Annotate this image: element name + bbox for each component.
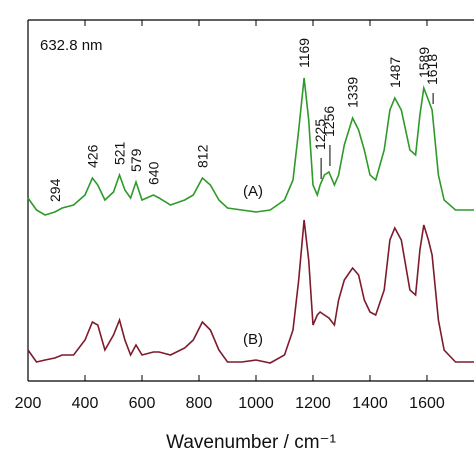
- peak-label: 1169: [296, 38, 312, 68]
- x-tick-label: 1400: [352, 395, 388, 412]
- peak-label: 579: [128, 148, 144, 172]
- peak-label: 1589: [416, 47, 432, 78]
- x-tick-label: 800: [186, 395, 213, 412]
- peak-label: 1618: [424, 54, 440, 85]
- peak-label: 812: [194, 144, 210, 168]
- peak-label: 1487: [387, 57, 403, 88]
- x-tick-label: 200: [15, 395, 42, 412]
- x-axis-label: Wavenumber / cm⁻¹: [166, 432, 336, 453]
- peak-label: 640: [145, 161, 161, 185]
- peak-label: 521: [111, 141, 127, 165]
- peak-label: 294: [47, 178, 63, 202]
- x-tick-label: 1600: [409, 395, 445, 412]
- x-tick-label: 600: [129, 395, 156, 412]
- spectrum-line: [27, 219, 474, 364]
- series-label: (A): [243, 183, 263, 200]
- peak-label: 1339: [345, 77, 361, 108]
- x-tick-label: 1000: [238, 395, 274, 412]
- peak-label: 426: [84, 144, 100, 168]
- x-tick-label: 400: [72, 395, 99, 412]
- peak-label: 1256: [321, 106, 337, 137]
- peak-label: 1225: [312, 119, 328, 150]
- spectrum-line: [27, 77, 474, 216]
- x-tick-label: 1200: [295, 395, 331, 412]
- series-label: (B): [243, 331, 263, 348]
- chart-title: 632.8 nm: [40, 37, 103, 54]
